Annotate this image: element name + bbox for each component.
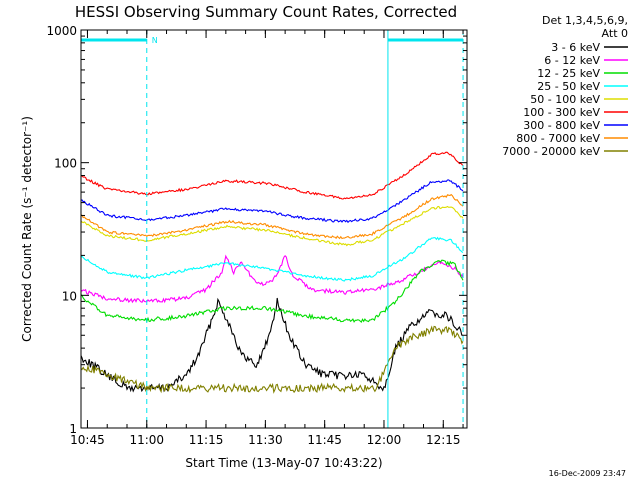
y-tick-label: 1000 <box>46 24 77 38</box>
y-tick-label: 1 <box>69 422 77 436</box>
y-axis: 1 10 100 1000 <box>46 24 467 436</box>
legend-header-line2: Att 0 <box>602 27 628 40</box>
series-line-12-25-kev <box>81 259 464 324</box>
x-tick-label: 11:00 <box>129 433 164 447</box>
legend-label: 7000 - 20000 keV <box>502 145 600 158</box>
legend-label: 3 - 6 keV <box>551 41 600 54</box>
x-tick-label: 10:45 <box>70 433 105 447</box>
legend-label: 50 - 100 keV <box>530 93 600 106</box>
series-line-50-100-kev <box>81 205 464 247</box>
y-axis-label: Corrected Count Rate (s⁻¹ detector⁻¹) <box>20 116 34 342</box>
x-tick-label: 12:00 <box>367 433 402 447</box>
night-marker-label: N <box>152 36 158 45</box>
series-line-100-300-kev <box>81 151 464 200</box>
x-tick-label: 12:15 <box>426 433 461 447</box>
legend-label: 100 - 300 keV <box>523 106 600 119</box>
x-axis: 10:45 11:00 11:15 11:30 11:45 12:00 12:15 <box>70 30 464 447</box>
footer-timestamp: 16-Dec-2009 23:47 <box>549 469 626 478</box>
x-tick-label: 11:15 <box>189 433 224 447</box>
x-axis-label: Start Time (13-May-07 10:43:22) <box>185 456 382 470</box>
x-tick-label: 11:45 <box>307 433 342 447</box>
chart-title: HESSI Observing Summary Count Rates, Cor… <box>75 3 457 21</box>
series-line-800-7000-kev <box>81 193 464 240</box>
legend-label: 12 - 25 keV <box>537 67 600 80</box>
legend-label: 800 - 7000 keV <box>516 132 600 145</box>
legend-label: 6 - 12 keV <box>544 54 600 67</box>
series-line-6-12-kev <box>81 254 464 304</box>
series-group <box>81 151 464 394</box>
plot-frame <box>80 29 468 429</box>
y-tick-label: 100 <box>54 157 77 171</box>
legend-label: 25 - 50 keV <box>537 80 600 93</box>
series-line-25-50-kev <box>81 236 464 282</box>
legend-label: 300 - 800 keV <box>523 119 600 132</box>
x-tick-label: 11:30 <box>248 433 283 447</box>
legend-header-line1: Det 1,3,4,5,6,9, <box>542 14 628 27</box>
y-tick-label: 10 <box>62 289 77 303</box>
series-line-7000-20000-kev <box>81 325 464 394</box>
plot-area: N <box>81 30 464 428</box>
series-line-300-800-kev <box>81 179 464 224</box>
